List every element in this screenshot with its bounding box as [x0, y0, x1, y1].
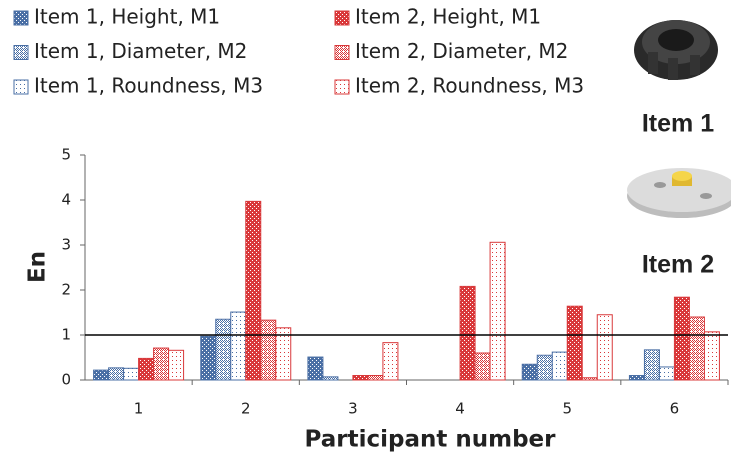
bar — [536, 354, 553, 381]
bar — [352, 375, 369, 381]
y-tick-label: 5 — [61, 146, 71, 164]
legend-label: Item 1, Diameter, M2 — [34, 39, 247, 63]
bar — [307, 356, 324, 381]
bar — [658, 366, 675, 381]
bar — [474, 352, 491, 381]
y-axis-title: En — [25, 251, 51, 283]
x-tick-label: 3 — [348, 400, 358, 418]
y-tick-label: 3 — [61, 236, 71, 254]
legend-swatch — [334, 10, 350, 26]
legend-label: Item 2, Diameter, M2 — [355, 39, 568, 63]
bar — [153, 347, 170, 381]
legend-swatch — [13, 10, 29, 26]
bar — [260, 319, 277, 381]
bar — [168, 349, 185, 381]
x-axis-title: Participant number — [305, 427, 557, 453]
legend-swatch — [334, 45, 350, 60]
bar — [489, 241, 506, 381]
item-1-image — [634, 20, 718, 80]
bar — [123, 367, 140, 381]
bar — [245, 200, 262, 381]
bar — [459, 285, 476, 381]
bar — [108, 367, 125, 381]
bar — [551, 351, 568, 381]
legend-swatch — [334, 79, 350, 95]
legend-label: Item 1, Height, M1 — [34, 5, 220, 29]
bar — [521, 363, 538, 381]
x-tick-label: 6 — [670, 400, 680, 418]
bar — [643, 349, 660, 381]
x-tick-label: 5 — [562, 400, 572, 418]
x-tick-label: 2 — [241, 400, 251, 418]
legend-swatch — [13, 45, 29, 60]
bar — [596, 314, 613, 381]
bar — [322, 376, 339, 381]
legend-swatch — [13, 79, 29, 95]
bar — [382, 342, 399, 381]
legend-label: Item 2, Roundness, M3 — [355, 74, 584, 98]
bar — [688, 316, 705, 381]
bar — [93, 369, 110, 381]
bar — [275, 327, 292, 381]
item-2-image — [627, 168, 731, 218]
x-tick-label: 4 — [455, 400, 465, 418]
item-2-label: Item 2 — [642, 251, 714, 279]
bar — [138, 357, 155, 381]
y-tick-label: 2 — [61, 281, 71, 299]
y-tick-label: 1 — [61, 326, 71, 344]
bar — [566, 305, 583, 381]
bar — [581, 377, 598, 381]
item-1-label: Item 1 — [642, 110, 714, 138]
y-tick-label: 0 — [61, 371, 71, 389]
bar — [628, 375, 645, 381]
bar — [200, 335, 217, 381]
y-tick-label: 4 — [61, 191, 71, 209]
x-tick-label: 1 — [134, 400, 144, 418]
bar — [703, 331, 720, 381]
bar — [673, 296, 690, 381]
legend-label: Item 1, Roundness, M3 — [34, 74, 263, 98]
bar — [367, 375, 384, 381]
bar — [230, 311, 247, 381]
legend-label: Item 2, Height, M1 — [355, 5, 541, 29]
bar — [215, 318, 232, 381]
